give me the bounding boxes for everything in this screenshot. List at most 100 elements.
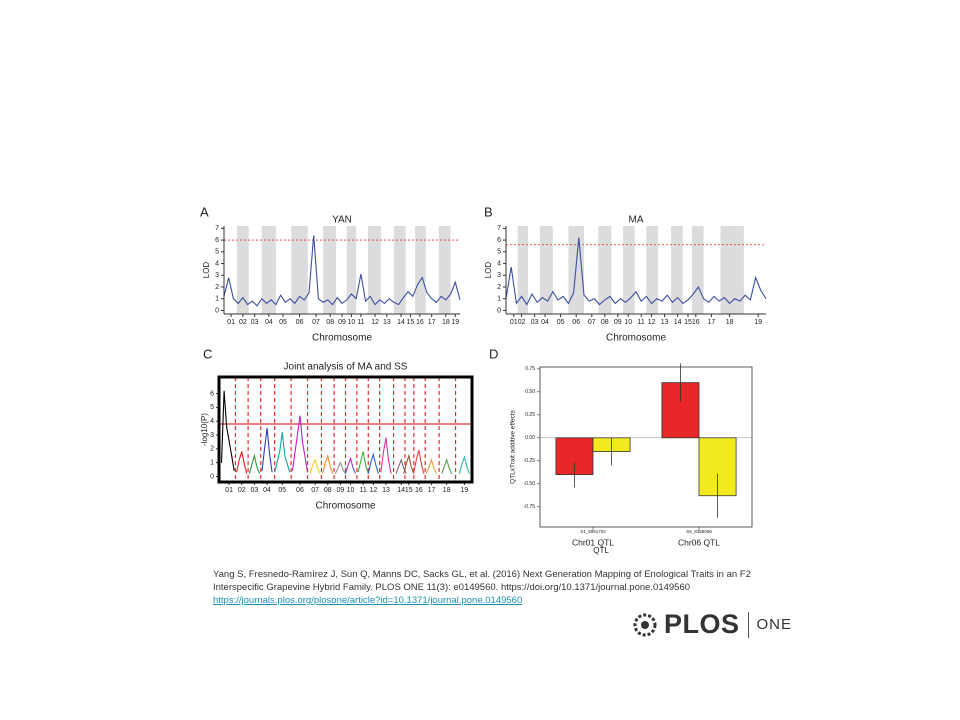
plot-frame [539,366,753,528]
lod-trace [458,455,471,474]
y-tick-label: -0.75 [524,504,536,510]
chromosome-band [367,226,381,314]
chromosome-band [517,226,529,314]
plot-frame [217,375,474,484]
x-tick-label: 02 [518,319,526,326]
chromosome-band [393,226,406,314]
x-axis-label: Chromosome [312,333,372,344]
chromosome-band [720,226,744,314]
y-tick-label: 4 [215,260,219,267]
y-tick-label: 0.00 [525,435,535,441]
x-tick-label: 12 [371,319,379,326]
y-tick-label: 6 [497,237,501,244]
chromosome-band [623,226,635,314]
x-tick-label: 06 [296,487,304,494]
x-tick-label: 10 [624,319,632,326]
chromosome-band [691,226,704,314]
y-tick-label: 0.50 [525,389,535,395]
x-axis-label: QTL [593,546,609,555]
y-tick-label: -0.50 [524,481,536,487]
x-tick-label: 18 [442,319,450,326]
y-tick-label: 5 [497,249,501,256]
lod-trace [322,453,334,474]
logo-separator [747,611,749,638]
y-axis-label: -log10(P) [200,413,209,446]
y-tick-label: 0.25 [525,412,535,418]
x-tick-label: 09 [614,319,622,326]
chromosome-band [438,226,451,314]
marker-label: S6_8358059 [686,529,712,534]
x-tick-label: 05 [557,319,565,326]
lod-trace [380,437,392,474]
lod-trace [357,451,369,474]
chromosome-band [539,226,553,314]
x-tick-label: 11 [360,487,367,494]
logo-journal: ONE [756,616,793,633]
lod-trace [403,453,415,474]
y-tick-label: 7 [497,225,501,232]
x-tick-label: 14 [397,487,405,494]
x-tick-label: 13 [661,319,669,326]
x-tick-label: 17 [428,319,436,326]
logo-icon [633,613,657,636]
panel-title: YAN [332,215,352,226]
x-tick-label: 08 [324,487,332,494]
x-tick-label: 14 [397,319,405,326]
lod-trace [236,451,248,474]
citation-line: Yang S, Fresnedo-Ramírez J, Sun Q, Manns… [213,569,751,580]
y-tick-label: 1 [215,296,219,303]
panel-label: B [484,204,493,219]
y-tick-label: 1 [210,460,214,467]
y-tick-label: 0.75 [525,366,535,372]
x-tick-label: 02 [239,319,247,326]
panel-label: C [203,346,212,361]
lod-trace [261,428,273,473]
lod-trace [291,415,309,473]
y-tick-label: 0 [497,307,501,314]
x-tick-label: 01 [225,487,233,494]
x-tick-label: 06 [572,319,580,326]
chromosome-band [346,226,357,314]
x-tick-label: 15 [407,319,415,326]
citation-link[interactable]: https://journals.plos.org/plosone/articl… [213,595,523,606]
x-tick-label: 05 [279,319,287,326]
y-tick-label: 4 [497,260,501,267]
x-tick-label: 09 [337,487,345,494]
x-tick-label: 04 [265,319,273,326]
x-tick-label: 16 [415,487,423,494]
lod-trace [309,458,321,474]
x-tick-label: 04 [541,319,549,326]
x-tick-label: 19 [754,319,762,326]
x-tick-label: 14 [674,319,682,326]
lod-trace [425,458,438,474]
lod-trace [367,452,379,474]
y-tick-label: 5 [215,249,219,256]
x-tick-label: 12 [369,487,377,494]
y-axis-label: QTLxTrait additive effects [510,409,517,483]
panel-label: A [200,204,209,219]
chromosome-band [261,226,276,314]
x-tick-label: Chr06 QTL [678,537,720,547]
lod-trace [274,432,291,473]
x-tick-label: 19 [461,487,469,494]
logo: PLOS ONE [632,609,792,640]
x-tick-label: 07 [311,487,319,494]
x-tick-label: 03 [531,319,539,326]
y-tick-label: 2 [210,446,214,453]
x-tick-label: 16 [692,319,700,326]
y-tick-label: 6 [215,237,219,244]
x-tick-label: 03 [251,319,259,326]
marker-label: S1_5061702 [580,529,606,534]
x-axis-label: Chromosome [315,501,375,512]
y-axis-label: LOD [202,262,211,279]
citation-line: Interspecific Grapevine Hybrid Family. P… [213,582,691,593]
y-tick-label: 2 [215,284,219,291]
x-tick-label: 18 [726,319,734,326]
x-tick-label: 11 [638,319,645,326]
chromosome-band [671,226,683,314]
x-tick-label: 08 [601,319,609,326]
chromosome-band [646,226,659,314]
y-tick-label: 7 [215,225,219,232]
x-tick-label: 07 [588,319,596,326]
